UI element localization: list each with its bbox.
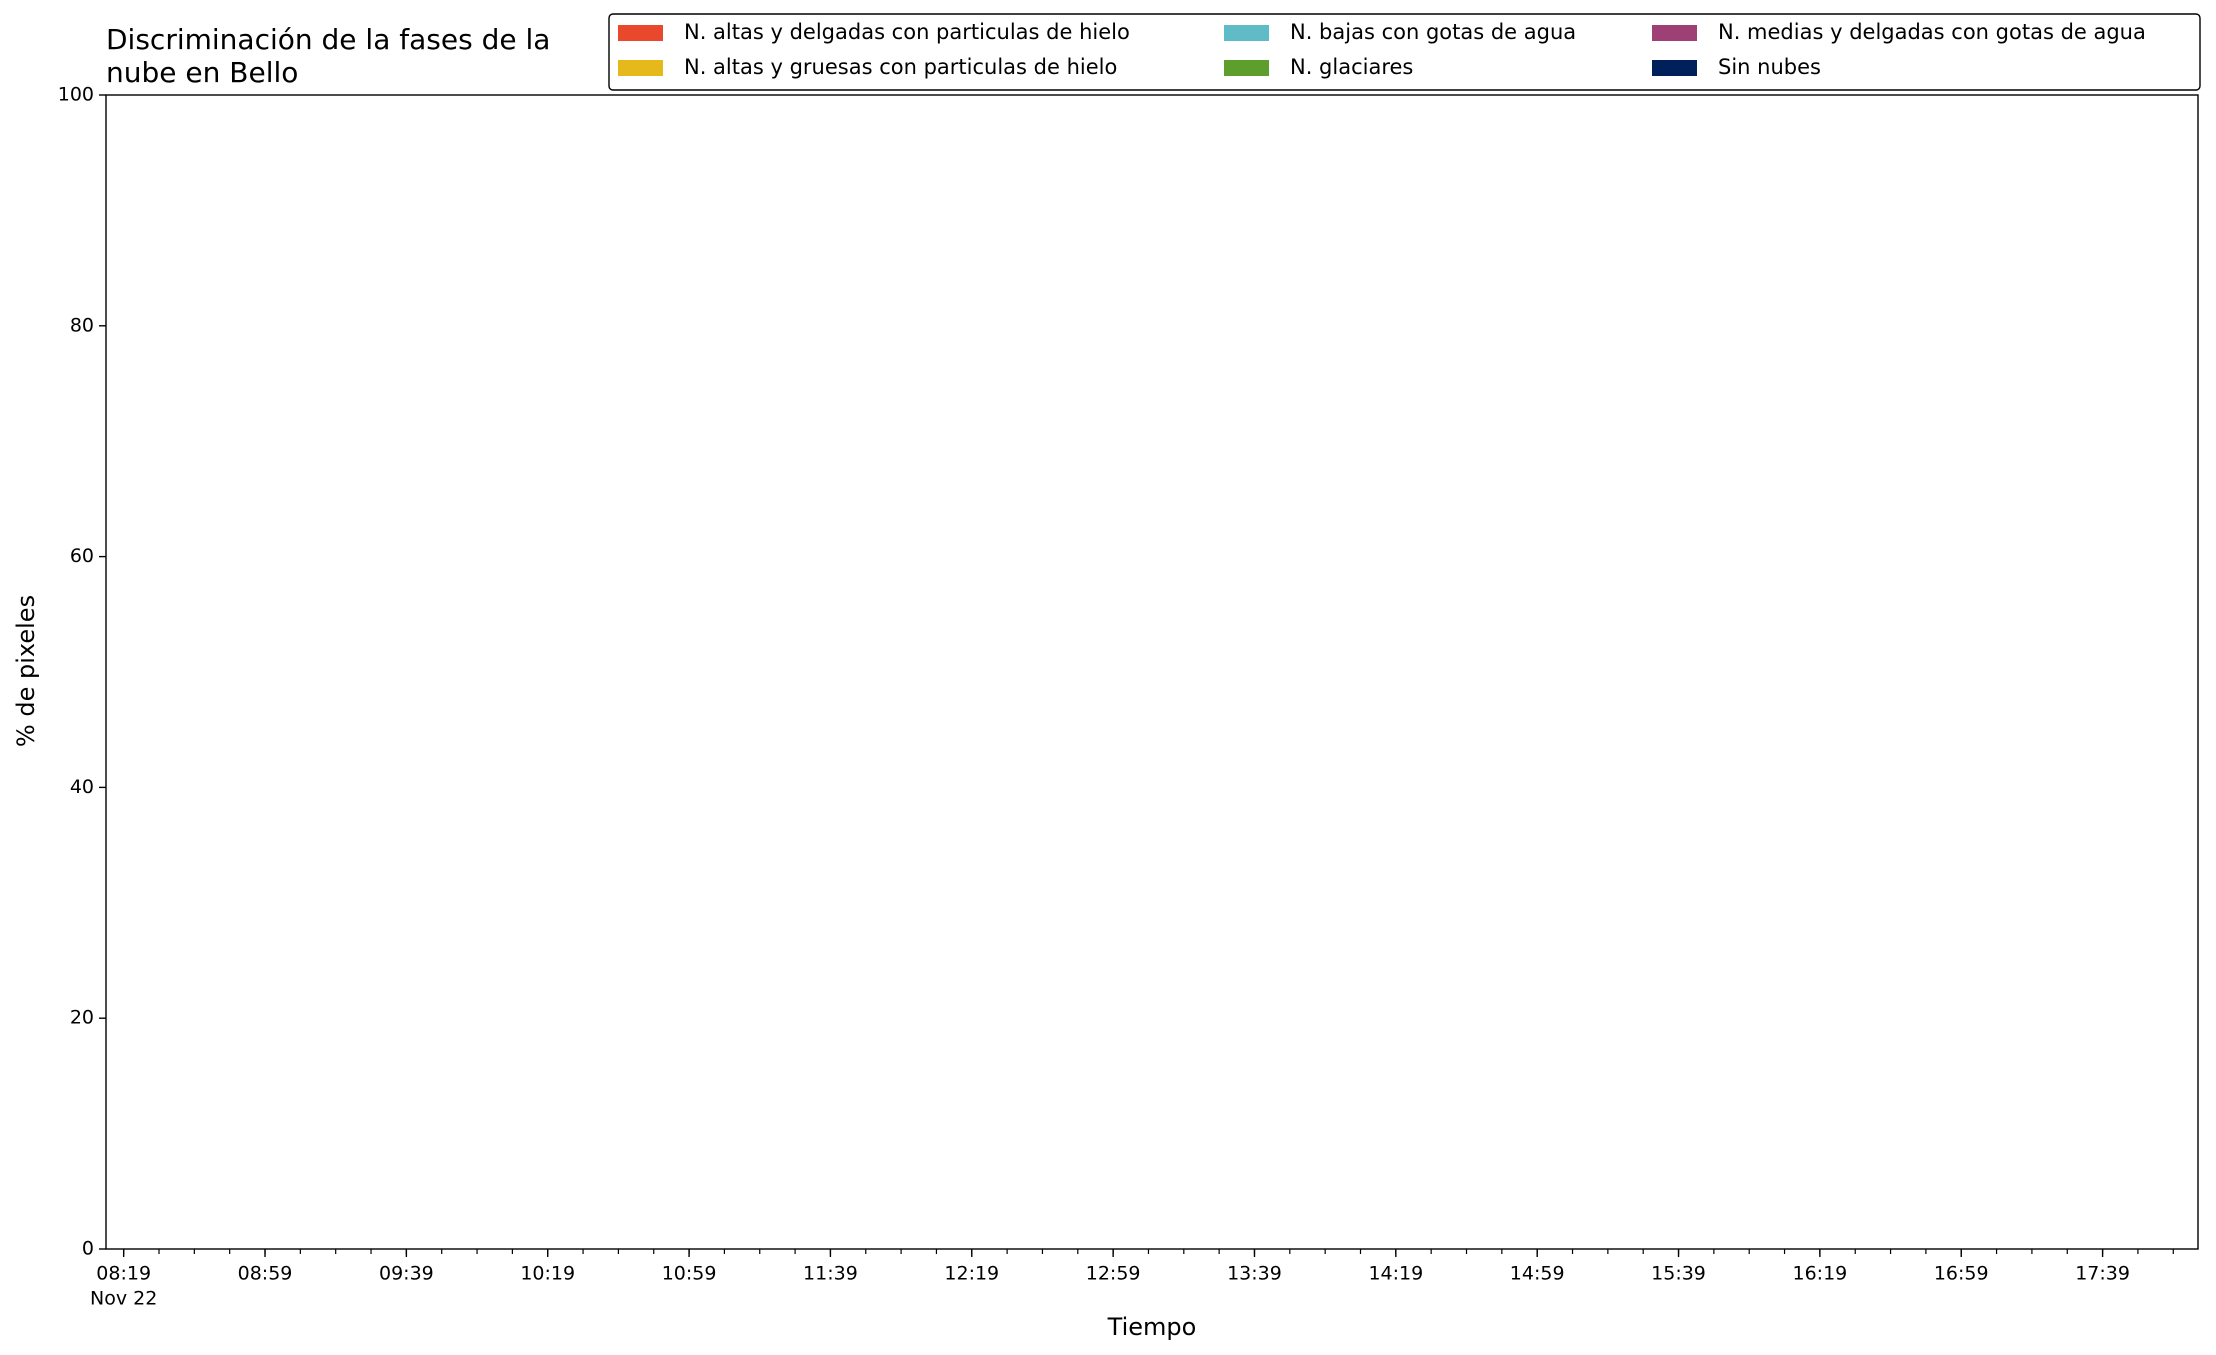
- y-tick-label: 40: [70, 776, 94, 798]
- legend-label: N. glaciares: [1290, 55, 1413, 79]
- x-tick-label: 10:59: [662, 1263, 717, 1285]
- legend-box: [608, 13, 2201, 91]
- x-tick-label: 15:39: [1651, 1263, 1706, 1285]
- x-axis-label: Tiempo: [1107, 1313, 1197, 1341]
- legend-label: Sin nubes: [1718, 55, 1821, 79]
- legend: N. altas y delgadas con particulas de hi…: [608, 13, 2201, 91]
- x-tick-label: 12:19: [944, 1263, 999, 1285]
- x-tick-label: 09:39: [379, 1263, 434, 1285]
- x-tick-label: 14:59: [1510, 1263, 1565, 1285]
- legend-swatch: [1652, 25, 1697, 41]
- x-tick-label: 10:19: [520, 1263, 575, 1285]
- plot-frame: [105, 94, 2199, 1250]
- legend-label: N. altas y gruesas con particulas de hie…: [684, 55, 1117, 79]
- y-tick-label: 20: [70, 1007, 94, 1029]
- x-tick-label: 08:59: [238, 1263, 293, 1285]
- x-tick-label: 12:59: [1086, 1263, 1141, 1285]
- chart-title: Discriminación de la fases de la nube en …: [106, 23, 550, 89]
- x-tick-label: 13:39: [1227, 1263, 1282, 1285]
- chart-title: Discriminación de la fases de la nube en …: [106, 23, 550, 89]
- x-tick-label: 11:39: [803, 1263, 858, 1285]
- x-tick-label: 16:59: [1934, 1263, 1989, 1285]
- legend-label: N. bajas con gotas de agua: [1290, 20, 1576, 44]
- x-date-label: Nov 22: [90, 1288, 157, 1310]
- legend-swatch: [1224, 25, 1269, 41]
- legend-swatch: [618, 60, 663, 76]
- y-axis-label: % de pixeles: [12, 595, 40, 747]
- x-tick-label: 16:19: [1793, 1263, 1848, 1285]
- y-tick-label: 100: [58, 84, 94, 106]
- y-tick-label: 60: [70, 545, 94, 567]
- legend-label: N. medias y delgadas con gotas de agua: [1718, 20, 2146, 44]
- x-tick-label: 08:19: [96, 1263, 151, 1285]
- y-tick-label: 0: [82, 1238, 94, 1260]
- legend-swatch: [618, 25, 663, 41]
- x-tick-label: 14:19: [1368, 1263, 1423, 1285]
- legend-label: N. altas y delgadas con particulas de hi…: [684, 20, 1130, 44]
- legend-swatch: [1652, 60, 1697, 76]
- y-tick-label: 80: [70, 314, 94, 336]
- legend-swatch: [1224, 60, 1269, 76]
- x-tick-label: 17:39: [2075, 1263, 2130, 1285]
